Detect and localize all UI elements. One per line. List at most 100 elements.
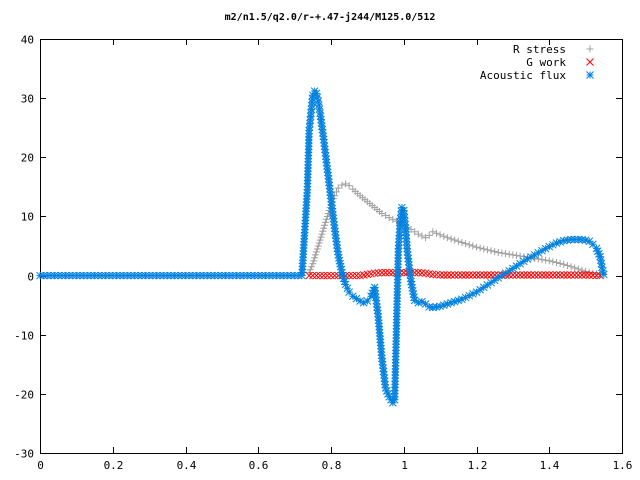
data-point [527, 271, 535, 279]
marker-stroke [538, 271, 546, 279]
data-point [323, 271, 332, 280]
marker-stroke [61, 271, 70, 280]
marker-stroke [305, 271, 314, 280]
marker-stroke [308, 94, 317, 103]
marker-stroke [443, 271, 452, 279]
marker-stroke [47, 271, 55, 280]
marker-stroke [185, 271, 193, 280]
marker-stroke [585, 271, 594, 279]
legend-label: G work [526, 56, 566, 69]
data-point [469, 242, 477, 250]
data-point [498, 249, 506, 257]
data-point [542, 256, 550, 264]
x-tick-label: 0.6 [249, 459, 269, 472]
marker-stroke [570, 271, 579, 279]
marker-stroke [400, 210, 408, 218]
data-point [414, 230, 422, 238]
marker-stroke [595, 250, 603, 258]
marker-stroke [272, 271, 281, 280]
marker-stroke [527, 271, 535, 279]
marker-stroke [258, 271, 266, 280]
data-point [538, 256, 546, 264]
marker-stroke [549, 271, 557, 279]
marker-stroke [276, 271, 284, 280]
data-point [585, 271, 594, 279]
data-point [476, 244, 484, 252]
marker-stroke [345, 288, 354, 296]
data-point [356, 297, 364, 305]
marker-stroke [336, 262, 345, 271]
marker-stroke [163, 271, 172, 280]
data-point [523, 271, 532, 279]
data-point [313, 245, 321, 253]
marker-stroke [374, 269, 383, 277]
data-point [574, 271, 583, 279]
marker-stroke [315, 101, 323, 109]
data-point [479, 271, 488, 279]
data-point [447, 235, 455, 243]
y-tick-label: 0 [27, 271, 34, 284]
data-point [469, 290, 477, 298]
data-point [381, 268, 390, 277]
marker-stroke [196, 271, 204, 280]
data-point [345, 182, 353, 190]
data-point [83, 271, 92, 280]
marker-stroke [476, 271, 484, 279]
y-tick-label: -30 [14, 448, 34, 461]
data-point [440, 232, 448, 240]
data-point [483, 271, 492, 279]
data-point [487, 247, 495, 255]
marker-stroke [552, 271, 561, 279]
marker-stroke [483, 271, 492, 279]
marker-stroke [221, 271, 230, 280]
marker-stroke [313, 93, 322, 102]
marker-stroke [308, 91, 317, 100]
marker-stroke [381, 268, 390, 277]
data-point [530, 271, 539, 279]
marker-stroke [523, 271, 532, 279]
data-point [439, 271, 448, 279]
series-acoustic-flux [36, 87, 608, 407]
data-point [309, 260, 317, 268]
marker-stroke [534, 271, 543, 279]
marker-stroke [312, 89, 321, 98]
marker-stroke [72, 271, 81, 280]
marker-stroke [207, 271, 215, 280]
data-point [483, 246, 491, 254]
marker-stroke [335, 253, 343, 262]
data-point [451, 236, 459, 244]
marker-stroke [598, 263, 606, 272]
data-point [553, 259, 561, 267]
data-point [545, 257, 553, 265]
data-point [432, 303, 441, 311]
marker-stroke [541, 271, 550, 279]
data-point [436, 271, 444, 279]
marker-stroke [192, 271, 201, 280]
data-point [494, 249, 502, 257]
marker-stroke [586, 58, 594, 66]
data-point [432, 270, 441, 279]
x-tick-label: 0.8 [322, 459, 342, 472]
data-point [306, 116, 315, 124]
marker-stroke [54, 271, 63, 280]
marker-stroke [597, 259, 606, 268]
y-tick-label: 20 [21, 152, 34, 165]
marker-stroke [418, 269, 426, 277]
marker-stroke [247, 271, 255, 280]
data-point [512, 271, 521, 279]
legend-label: R stress [513, 43, 566, 56]
data-point [443, 234, 451, 242]
data-point [480, 245, 488, 253]
data-point [181, 271, 190, 280]
data-point [418, 269, 426, 277]
marker-stroke [454, 271, 463, 279]
marker-stroke [458, 295, 466, 304]
data-point [571, 264, 579, 272]
data-point [567, 263, 575, 271]
data-point [491, 248, 499, 256]
marker-stroke [307, 109, 315, 117]
plot-frame [40, 39, 623, 454]
marker-stroke [307, 105, 316, 114]
data-point [108, 271, 117, 280]
data-point [458, 271, 466, 279]
